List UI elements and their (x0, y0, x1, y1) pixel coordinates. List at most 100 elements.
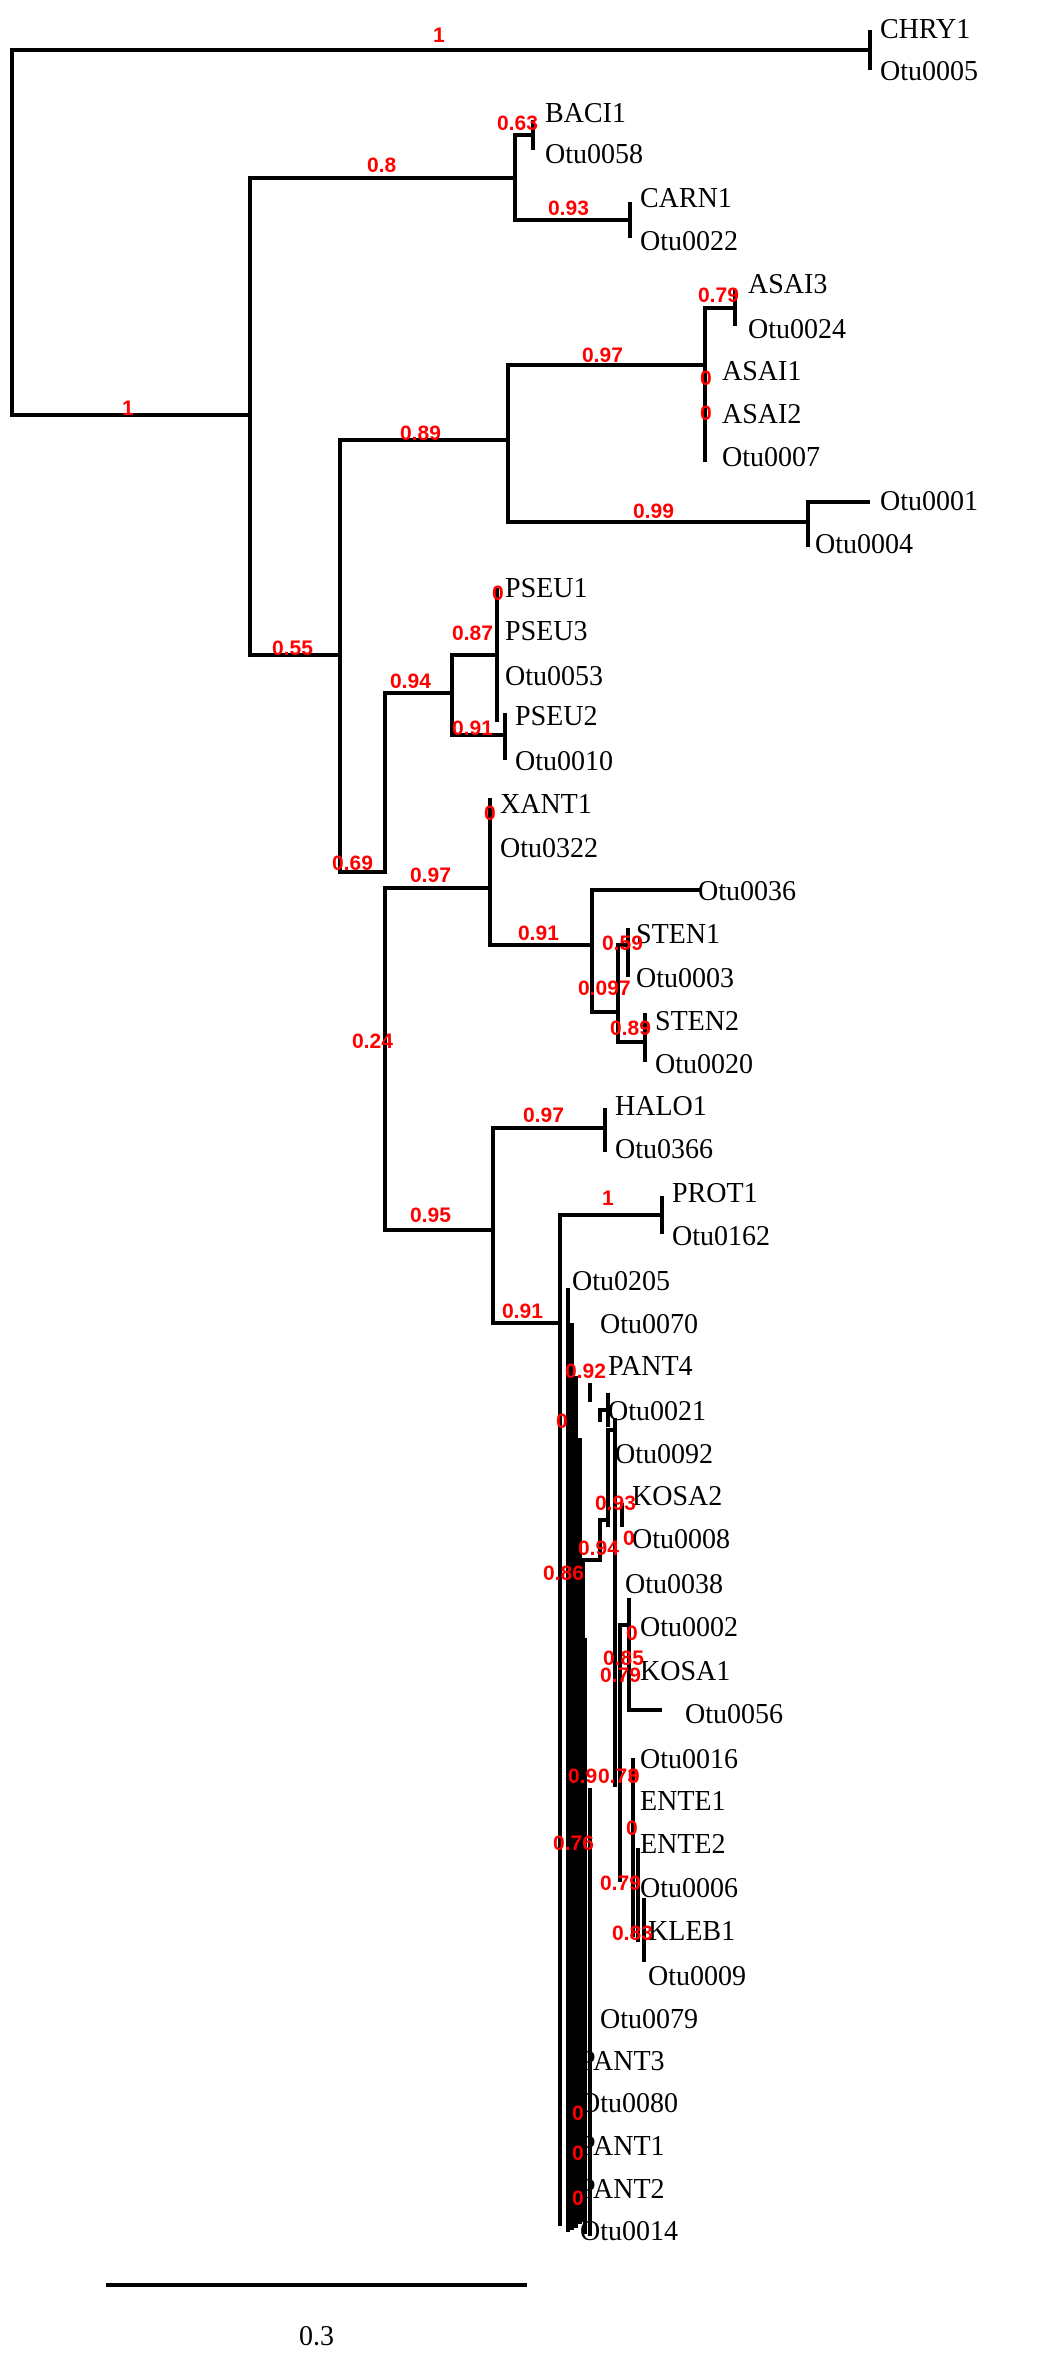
support-value: 0.9 (568, 1765, 597, 1788)
support-value: 0.89 (400, 422, 441, 445)
tip-label: Otu0007 (722, 442, 820, 473)
tip-label: BACI1 (545, 98, 626, 129)
tip-label: ASAI1 (722, 356, 801, 387)
support-value: 0 (484, 802, 496, 825)
tip-label: PANT4 (608, 1351, 693, 1382)
support-value: 0.97 (523, 1104, 564, 1127)
scale-bar-label: 0.3 (299, 2321, 334, 2352)
support-value: 1 (122, 397, 134, 420)
tip-label: Otu0366 (615, 1134, 713, 1165)
tip-label: ENTE1 (640, 1786, 726, 1817)
support-value: 0.8 (367, 154, 397, 177)
tip-label: PSEU2 (515, 701, 597, 732)
support-value: 0.91 (452, 717, 493, 740)
support-value: 0 (628, 1765, 640, 1788)
tip-label: KLEB1 (648, 1916, 735, 1947)
support-value: 0 (572, 2142, 584, 2165)
tip-label: PANT1 (580, 2131, 665, 2162)
support-value: 0.59 (602, 932, 643, 955)
tip-label: Otu0056 (685, 1699, 783, 1730)
tip-label: PANT3 (580, 2046, 665, 2077)
support-value: 0.85 (603, 1647, 644, 1670)
support-value: 0.97 (582, 344, 623, 367)
tip-label: Otu0080 (580, 2088, 678, 2119)
support-value: 0.24 (352, 1030, 393, 1053)
tip-label: Otu0020 (655, 1049, 753, 1080)
tip-label: Otu0004 (815, 529, 913, 560)
tip-label: Otu0036 (698, 876, 796, 907)
tip-label: STEN1 (636, 919, 720, 950)
tip-label: Otu0092 (615, 1439, 713, 1470)
tip-label: Otu0021 (608, 1396, 706, 1427)
support-value: 0.87 (452, 622, 493, 645)
tip-label: Otu0038 (625, 1569, 723, 1600)
support-value: 0 (623, 1527, 635, 1550)
support-value: 0 (700, 367, 712, 390)
support-value: 0.93 (548, 197, 589, 220)
support-value: 0 (572, 2187, 584, 2210)
tip-label: Otu0003 (636, 963, 734, 994)
support-value: 0.91 (502, 1300, 543, 1323)
tip-label: PSEU3 (505, 616, 587, 647)
support-value: 0.73 (598, 1765, 639, 1788)
tip-label: Otu0162 (672, 1221, 770, 1252)
support-value: 0.86 (543, 1562, 584, 1585)
support-value: 0.89 (610, 1017, 651, 1040)
tip-label: Otu0053 (505, 661, 603, 692)
support-value: 0 (556, 1410, 568, 1433)
support-value: 0.95 (410, 1204, 451, 1227)
tip-label: Otu0022 (640, 226, 738, 257)
tip-label: ASAI2 (722, 399, 801, 430)
support-value: 1 (433, 24, 445, 47)
support-value: 0 (700, 402, 712, 425)
support-value: 0 (492, 582, 504, 605)
tip-label: PANT2 (580, 2174, 665, 2205)
support-value: 0 (626, 1622, 638, 1645)
tip-label: HALO1 (615, 1091, 707, 1122)
tip-label: Otu0006 (640, 1873, 738, 1904)
tip-label: KOSA2 (632, 1481, 722, 1512)
tip-label: Otu0322 (500, 833, 598, 864)
tip-label: Otu0009 (648, 1961, 746, 1992)
support-value: 0 (572, 2102, 584, 2125)
support-value: 0 (626, 1817, 638, 1840)
support-value: 0.92 (565, 1360, 606, 1383)
tip-label: Otu0005 (880, 56, 978, 87)
support-value: 0.76 (553, 1832, 594, 1855)
support-value: 0.93 (595, 1492, 636, 1515)
support-value: 1 (602, 1187, 614, 1210)
tip-label: Otu0205 (572, 1266, 670, 1297)
tip-label: Otu0008 (632, 1524, 730, 1555)
support-value: 0.097 (578, 977, 631, 1000)
support-value: 0.94 (390, 670, 431, 693)
tip-label: CHRY1 (880, 14, 970, 45)
tip-label: Otu0002 (640, 1612, 738, 1643)
tip-label: XANT1 (500, 789, 592, 820)
tip-label: Otu0024 (748, 314, 846, 345)
support-value: 0.99 (633, 500, 674, 523)
tip-label: Otu0070 (600, 1309, 698, 1340)
tip-label: Otu0010 (515, 746, 613, 777)
support-value: 0.55 (272, 637, 313, 660)
tip-label: PROT1 (672, 1178, 758, 1209)
support-value: 0.79 (698, 284, 739, 307)
support-value: 0.63 (497, 112, 538, 135)
support-value: 0.83 (612, 1922, 653, 1945)
support-value: 0.79 (600, 1872, 641, 1895)
tip-label: STEN2 (655, 1006, 739, 1037)
support-value: 0.69 (332, 852, 373, 875)
tip-label: PSEU1 (505, 573, 587, 604)
tip-label: ASAI3 (748, 269, 827, 300)
tip-label: Otu0058 (545, 139, 643, 170)
tip-label: Otu0014 (580, 2216, 678, 2247)
support-value: 0.79 (600, 1664, 641, 1687)
tip-label: Otu0079 (600, 2004, 698, 2035)
tip-label: KOSA1 (640, 1656, 730, 1687)
tip-label: ENTE2 (640, 1829, 726, 1860)
support-value: 0.94 (578, 1537, 619, 1560)
support-value: 0.97 (410, 864, 451, 887)
support-value: 0.91 (518, 922, 559, 945)
tip-label: Otu0001 (880, 486, 978, 517)
tip-label: CARN1 (640, 183, 732, 214)
